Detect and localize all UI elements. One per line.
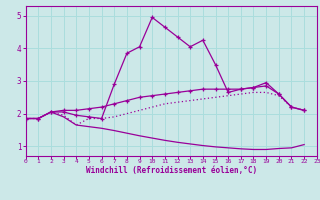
X-axis label: Windchill (Refroidissement éolien,°C): Windchill (Refroidissement éolien,°C) <box>86 166 257 175</box>
